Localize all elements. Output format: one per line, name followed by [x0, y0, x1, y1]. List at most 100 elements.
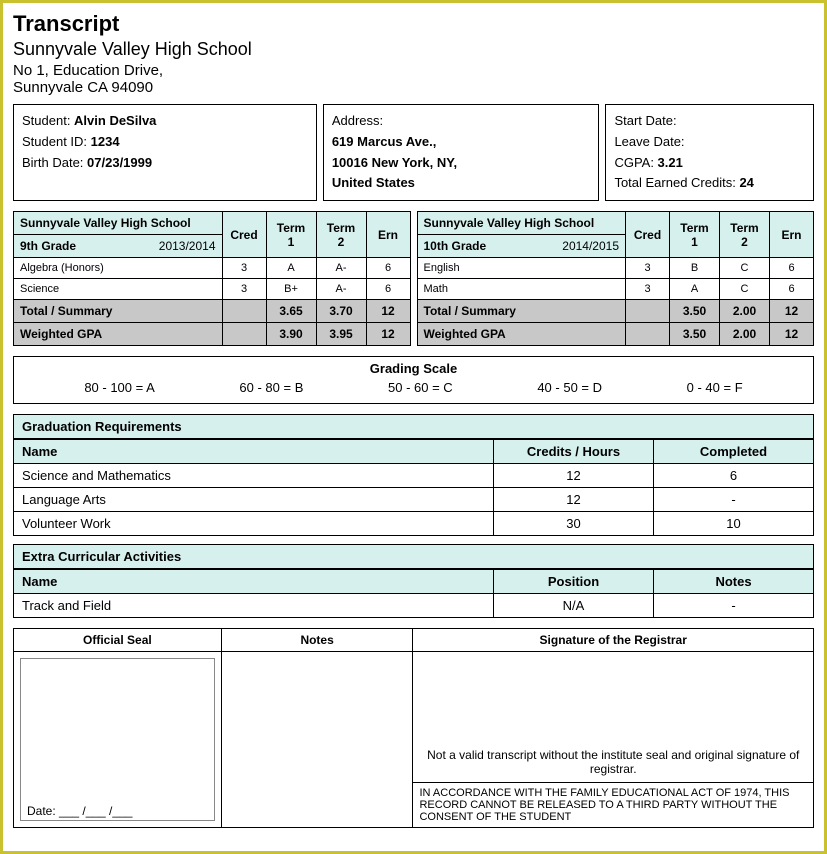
school-name: Sunnyvale Valley High School: [13, 39, 814, 60]
col-ern: Ern: [366, 212, 410, 258]
wg-t2: 2.00: [720, 323, 770, 346]
wgpa-row: Weighted GPA 3.90 3.95 12: [14, 323, 411, 346]
wg-ern: 12: [366, 323, 410, 346]
c-cred: 3: [222, 279, 266, 300]
wgpa-row: Weighted GPA 3.50 2.00 12: [417, 323, 814, 346]
doc-title: Transcript: [13, 11, 814, 37]
wgpa-label: Weighted GPA: [14, 323, 223, 346]
req-name: Language Arts: [14, 488, 494, 512]
tot-ern: 12: [770, 300, 814, 323]
page-header: Transcript Sunnyvale Valley High School …: [13, 11, 814, 96]
col-t2: Term 2: [720, 212, 770, 258]
address-box: Address: 619 Marcus Ave., 10016 New York…: [323, 104, 600, 201]
scale-title: Grading Scale: [14, 361, 813, 376]
c-ern: 6: [366, 279, 410, 300]
tot-ern: 12: [366, 300, 410, 323]
total-label: Total / Summary: [417, 300, 626, 323]
eca-col-name: Name: [14, 570, 494, 594]
seal-body: Date: ___ /___ /___: [20, 658, 215, 821]
scale-b: 60 - 80 = B: [239, 380, 303, 395]
student-box: Student: Alvin DeSilva Student ID: 1234 …: [13, 104, 317, 201]
c-t1: B+: [266, 279, 316, 300]
c-t2: A-: [316, 258, 366, 279]
table-row: Algebra (Honors) 3 A A- 6: [14, 258, 411, 279]
req-table: Name Credits / Hours Completed Science a…: [13, 439, 814, 536]
g10-grade-row: 10th Grade 2014/2015: [417, 235, 626, 258]
legal-note: IN ACCORDANCE WITH THE FAMILY EDUCATIONA…: [413, 782, 813, 827]
req-ch: 12: [494, 464, 654, 488]
address-label: Address:: [332, 111, 591, 132]
wg-t2: 3.95: [316, 323, 366, 346]
addr-line2: 10016 New York, NY,: [332, 153, 591, 174]
school-addr-1: No 1, Education Drive,: [13, 62, 814, 79]
c-t2: C: [720, 279, 770, 300]
grades-row: Sunnyvale Valley High School Cred Term 1…: [13, 211, 814, 346]
addr-line1: 619 Marcus Ave.,: [332, 132, 591, 153]
sig-note: Not a valid transcript without the insti…: [413, 652, 813, 782]
wg-t1: 3.90: [266, 323, 316, 346]
c-t2: A-: [316, 279, 366, 300]
req-col-cp: Completed: [654, 440, 814, 464]
scale-c: 50 - 60 = C: [388, 380, 453, 395]
leave-date-label: Leave Date:: [614, 132, 805, 153]
col-t1: Term 1: [266, 212, 316, 258]
c-name: English: [417, 258, 626, 279]
c-ern: 6: [770, 258, 814, 279]
table-row: Language Arts 12 -: [14, 488, 814, 512]
req-name: Science and Mathematics: [14, 464, 494, 488]
notes-column: Notes: [222, 629, 414, 827]
col-cred: Cred: [626, 212, 670, 258]
table-row: English 3 B C 6: [417, 258, 814, 279]
c-name: Science: [14, 279, 223, 300]
notes-head: Notes: [222, 629, 413, 652]
req-col-name: Name: [14, 440, 494, 464]
col-ern: Ern: [770, 212, 814, 258]
grade-9-table: Sunnyvale Valley High School Cred Term 1…: [13, 211, 411, 346]
scale-f: 0 - 40 = F: [687, 380, 743, 395]
school-addr-2: Sunnyvale CA 94090: [13, 79, 814, 96]
req-title: Graduation Requirements: [13, 414, 814, 439]
eca-table: Name Position Notes Track and Field N/A …: [13, 569, 814, 618]
c-ern: 6: [366, 258, 410, 279]
c-ern: 6: [770, 279, 814, 300]
dates-box: Start Date: Leave Date: CGPA: 3.21 Total…: [605, 104, 814, 201]
req-ch: 30: [494, 512, 654, 536]
student-id: 1234: [91, 134, 120, 149]
req-cp: -: [654, 488, 814, 512]
student-id-label: Student ID:: [22, 134, 91, 149]
birth-date: 07/23/1999: [87, 155, 152, 170]
table-row: Science 3 B+ A- 6: [14, 279, 411, 300]
seal-column: Official Seal Date: ___ /___ /___: [14, 629, 222, 827]
g9-year: 2013/2014: [159, 239, 216, 253]
grading-scale-box: Grading Scale 80 - 100 = A 60 - 80 = B 5…: [13, 356, 814, 404]
col-cred: Cred: [222, 212, 266, 258]
req-cp: 6: [654, 464, 814, 488]
col-t1: Term 1: [670, 212, 720, 258]
total-row: Total / Summary 3.65 3.70 12: [14, 300, 411, 323]
eca-name: Track and Field: [14, 594, 494, 618]
c-cred: 3: [222, 258, 266, 279]
start-date-label: Start Date:: [614, 111, 805, 132]
c-cred: 3: [626, 258, 670, 279]
total-row: Total / Summary 3.50 2.00 12: [417, 300, 814, 323]
grade-10-table: Sunnyvale Valley High School Cred Term 1…: [417, 211, 815, 346]
wg-t1: 3.50: [670, 323, 720, 346]
sig-head: Signature of the Registrar: [413, 629, 813, 652]
seal-date: Date: ___ /___ /___: [27, 804, 132, 818]
table-row: Track and Field N/A -: [14, 594, 814, 618]
student-name: Alvin DeSilva: [74, 113, 156, 128]
g10-year: 2014/2015: [562, 239, 619, 253]
student-name-label: Student:: [22, 113, 74, 128]
g9-school: Sunnyvale Valley High School: [14, 212, 223, 235]
g10-school: Sunnyvale Valley High School: [417, 212, 626, 235]
transcript-page: Transcript Sunnyvale Valley High School …: [0, 0, 827, 854]
eca-col-pos: Position: [494, 570, 654, 594]
cgpa-label: CGPA:: [614, 155, 657, 170]
cgpa-value: 3.21: [658, 155, 683, 170]
req-cp: 10: [654, 512, 814, 536]
g10-grade: 10th Grade: [424, 239, 487, 253]
total-label: Total / Summary: [14, 300, 223, 323]
eca-col-notes: Notes: [654, 570, 814, 594]
eca-box: Extra Curricular Activities Name Positio…: [13, 544, 814, 618]
req-name: Volunteer Work: [14, 512, 494, 536]
